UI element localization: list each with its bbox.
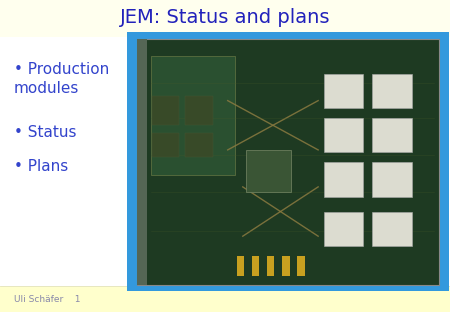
Bar	[373, 162, 412, 197]
Bar	[324, 212, 363, 246]
Bar	[324, 74, 363, 108]
Bar	[137, 39, 439, 285]
Text: Uli Schäfer    1: Uli Schäfer 1	[14, 295, 80, 304]
Bar	[185, 96, 213, 125]
Bar	[185, 133, 213, 157]
Bar	[297, 256, 305, 275]
Bar	[152, 133, 180, 157]
Bar	[152, 96, 180, 125]
Bar	[373, 212, 412, 246]
Bar	[373, 74, 412, 108]
Bar	[0, 286, 450, 312]
Text: JEM: Status and plans: JEM: Status and plans	[120, 8, 330, 27]
Bar	[373, 118, 412, 152]
Bar	[127, 32, 449, 291]
Bar	[0, 0, 450, 37]
Bar	[267, 256, 274, 275]
Text: • Plans: • Plans	[14, 159, 68, 174]
Text: • Production
modules: • Production modules	[14, 62, 109, 96]
Bar	[252, 256, 259, 275]
Bar	[324, 118, 363, 152]
Bar	[282, 256, 289, 275]
Bar	[246, 150, 291, 192]
Bar	[137, 39, 147, 285]
Bar	[151, 56, 235, 175]
Text: • Status: • Status	[14, 125, 76, 140]
Bar	[324, 162, 363, 197]
Bar	[237, 256, 244, 275]
